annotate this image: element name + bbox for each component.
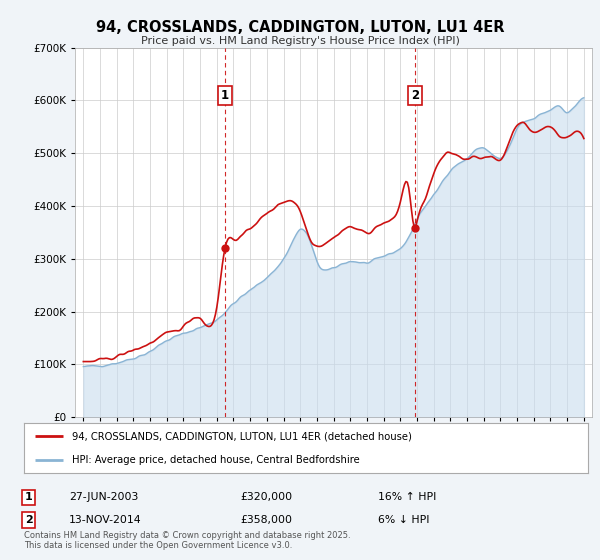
Text: 1: 1 — [25, 492, 32, 502]
Text: 13-NOV-2014: 13-NOV-2014 — [69, 515, 142, 525]
Text: £320,000: £320,000 — [240, 492, 292, 502]
Text: Contains HM Land Registry data © Crown copyright and database right 2025.
This d: Contains HM Land Registry data © Crown c… — [24, 530, 350, 550]
Text: 27-JUN-2003: 27-JUN-2003 — [69, 492, 139, 502]
Text: 94, CROSSLANDS, CADDINGTON, LUTON, LU1 4ER: 94, CROSSLANDS, CADDINGTON, LUTON, LU1 4… — [96, 20, 504, 35]
Text: 16% ↑ HPI: 16% ↑ HPI — [378, 492, 436, 502]
Text: 2: 2 — [411, 89, 419, 102]
Text: HPI: Average price, detached house, Central Bedfordshire: HPI: Average price, detached house, Cent… — [72, 455, 359, 465]
Text: 1: 1 — [221, 89, 229, 102]
Text: £358,000: £358,000 — [240, 515, 292, 525]
Text: 6% ↓ HPI: 6% ↓ HPI — [378, 515, 430, 525]
Text: 94, CROSSLANDS, CADDINGTON, LUTON, LU1 4ER (detached house): 94, CROSSLANDS, CADDINGTON, LUTON, LU1 4… — [72, 431, 412, 441]
Text: 2: 2 — [25, 515, 32, 525]
Text: Price paid vs. HM Land Registry's House Price Index (HPI): Price paid vs. HM Land Registry's House … — [140, 36, 460, 46]
